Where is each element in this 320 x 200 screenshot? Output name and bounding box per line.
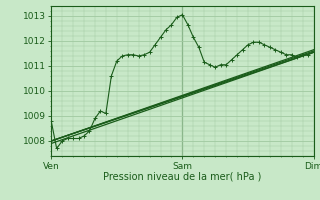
- X-axis label: Pression niveau de la mer( hPa ): Pression niveau de la mer( hPa ): [103, 172, 261, 182]
